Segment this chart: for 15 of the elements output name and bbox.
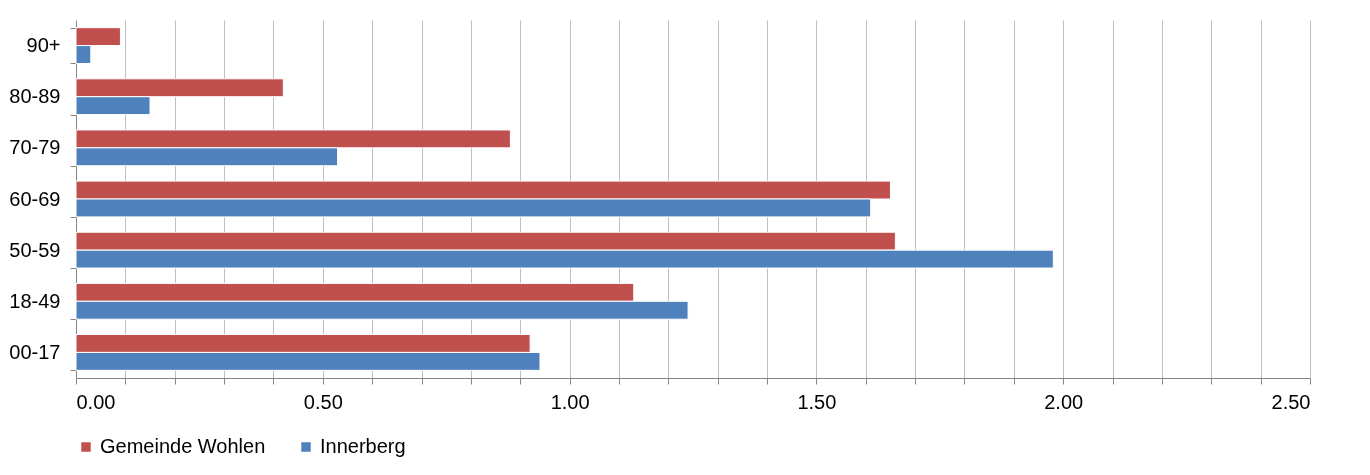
y-tick-label: 80-89 <box>9 85 61 108</box>
x-tick-label: 1.50 <box>797 390 837 413</box>
x-tick-label: 1.00 <box>550 390 590 413</box>
x-tick-label: 0.50 <box>303 390 343 413</box>
y-tick-label: 60-69 <box>9 187 61 210</box>
y-tick-label: 00-17 <box>9 340 61 363</box>
legend-label: Gemeinde Wohlen <box>100 435 266 457</box>
legend-label: Innerberg <box>320 435 406 457</box>
x-tick-label: 2.00 <box>1044 390 1084 413</box>
y-tick-label: 18-49 <box>9 289 61 312</box>
y-tick-label: 90+ <box>26 34 61 57</box>
x-tick-label: 2.50 <box>1271 390 1311 413</box>
y-tick-label: 50-59 <box>9 238 61 261</box>
y-tick-label: 70-79 <box>9 136 61 159</box>
text: 0.00 <box>76 390 116 413</box>
